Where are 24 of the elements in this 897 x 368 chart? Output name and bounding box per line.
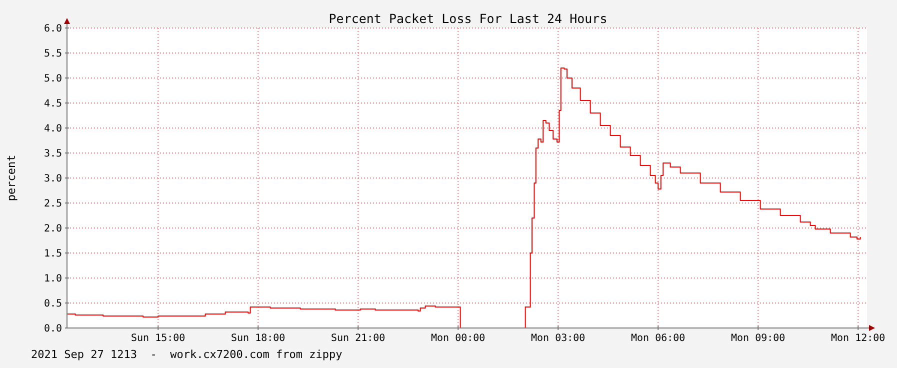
x-tick-label: Mon 12:00 (831, 333, 886, 344)
chart-title: Percent Packet Loss For Last 24 Hours (328, 11, 608, 26)
y-tick-label: 3.0 (44, 174, 62, 184)
y-tick-label: 6.0 (44, 24, 62, 34)
y-tick-label: 5.0 (44, 74, 62, 84)
y-tick-label: 2.5 (44, 198, 62, 210)
x-tick-label: Mon 06:00 (631, 333, 686, 344)
y-tick-label: 3.5 (44, 148, 62, 160)
x-tick-label: Sun 15:00 (131, 333, 186, 344)
y-tick-label: 4.5 (44, 98, 62, 110)
x-tick-label: Mon 09:00 (731, 333, 786, 344)
y-tick-label: 1.5 (44, 248, 62, 260)
y-tick-label: 0.0 (44, 324, 62, 334)
y-tick-label: 4.0 (44, 124, 62, 134)
y-tick-label: 5.5 (44, 48, 62, 60)
x-tick-label: Sun 21:00 (331, 333, 386, 344)
x-tick-label: Mon 00:00 (431, 333, 486, 344)
x-tick-label: Mon 03:00 (531, 333, 586, 344)
text: 2021 Sep 27 1213 - work.cx7200.com from zippy (31, 348, 343, 361)
y-tick-label: 1.0 (44, 274, 62, 284)
x-tick-label: Sun 18:00 (231, 333, 286, 344)
y-axis-title: percent (5, 154, 18, 202)
y-tick-label: 2.0 (44, 224, 62, 234)
y-tick-label: 0.5 (44, 298, 62, 310)
